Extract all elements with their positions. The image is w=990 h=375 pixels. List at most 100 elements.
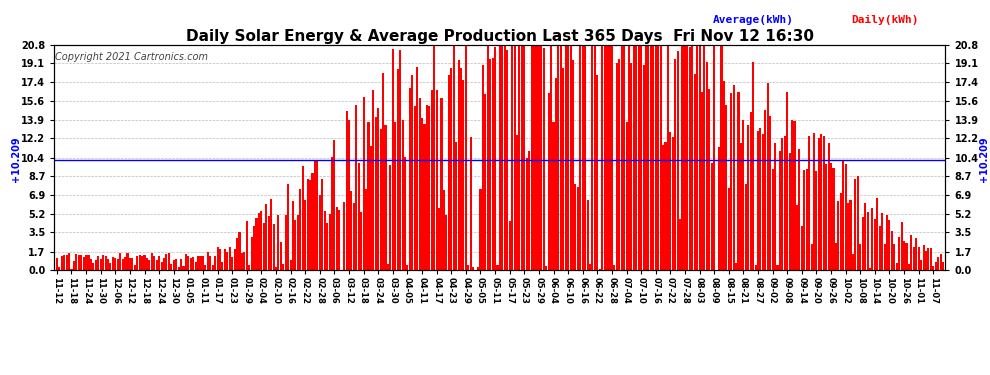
Bar <box>923 245 925 270</box>
Bar <box>496 265 499 270</box>
Bar <box>735 264 738 270</box>
Bar <box>524 44 526 270</box>
Bar <box>407 265 409 270</box>
Bar <box>801 226 803 270</box>
Bar <box>844 164 846 270</box>
Bar <box>177 267 179 270</box>
Bar <box>915 238 918 270</box>
Bar <box>294 220 296 270</box>
Bar <box>835 243 837 270</box>
Bar <box>63 255 65 270</box>
Bar <box>446 214 447 270</box>
Bar <box>928 249 930 270</box>
Bar <box>163 258 165 270</box>
Bar <box>876 198 878 270</box>
Bar <box>182 266 184 270</box>
Bar <box>409 87 411 270</box>
Bar <box>771 169 773 270</box>
Bar <box>643 65 644 270</box>
Bar <box>803 171 805 270</box>
Bar <box>97 256 99 270</box>
Bar <box>684 44 686 270</box>
Bar <box>694 74 696 270</box>
Bar <box>740 143 742 270</box>
Bar <box>774 143 776 270</box>
Bar <box>903 242 905 270</box>
Bar <box>628 44 630 270</box>
Bar <box>825 164 828 270</box>
Bar <box>287 184 289 270</box>
Bar <box>282 264 284 270</box>
Bar <box>854 179 856 270</box>
Bar <box>112 256 114 270</box>
Bar <box>869 268 871 270</box>
Bar <box>762 134 764 270</box>
Bar <box>436 90 438 270</box>
Bar <box>155 260 157 270</box>
Bar <box>389 165 391 270</box>
Bar <box>859 244 861 270</box>
Bar <box>586 201 589 270</box>
Bar <box>606 44 608 270</box>
Bar <box>852 254 854 270</box>
Bar <box>501 44 504 270</box>
Bar <box>357 163 359 270</box>
Bar <box>657 44 659 270</box>
Bar <box>918 247 920 270</box>
Bar <box>728 188 730 270</box>
Bar <box>908 264 910 270</box>
Bar <box>681 44 683 270</box>
Bar <box>289 260 292 270</box>
Bar <box>514 44 516 270</box>
Bar <box>494 47 496 270</box>
Bar <box>686 44 688 270</box>
Bar <box>272 224 274 270</box>
Bar <box>933 266 935 270</box>
Bar <box>667 44 669 270</box>
Bar <box>691 44 693 270</box>
Bar <box>545 267 547 270</box>
Bar <box>457 60 459 270</box>
Bar <box>172 260 175 270</box>
Bar <box>516 135 518 270</box>
Bar <box>579 44 581 270</box>
Bar <box>429 106 431 270</box>
Bar <box>246 221 248 270</box>
Bar <box>793 121 796 270</box>
Bar <box>699 44 701 270</box>
Bar <box>555 78 557 270</box>
Bar <box>314 161 316 270</box>
Bar <box>352 203 355 270</box>
Bar <box>538 44 540 270</box>
Bar <box>119 253 121 270</box>
Bar <box>367 122 369 270</box>
Bar <box>141 256 144 270</box>
Bar <box>331 158 333 270</box>
Bar <box>808 136 810 270</box>
Bar <box>550 44 552 270</box>
Bar <box>764 110 766 270</box>
Bar <box>465 44 467 270</box>
Bar <box>708 89 711 270</box>
Bar <box>906 243 908 270</box>
Bar <box>362 97 364 270</box>
Bar <box>234 249 236 270</box>
Bar <box>626 122 628 270</box>
Bar <box>798 149 801 270</box>
Bar <box>212 265 214 270</box>
Bar <box>828 142 830 270</box>
Bar <box>336 207 338 270</box>
Bar <box>148 260 150 270</box>
Bar <box>604 44 606 270</box>
Bar <box>564 44 566 270</box>
Bar <box>472 267 474 270</box>
Bar <box>114 258 117 270</box>
Bar <box>676 51 679 270</box>
Bar <box>307 179 309 270</box>
Bar <box>441 98 443 270</box>
Bar <box>689 47 691 270</box>
Bar <box>641 44 643 270</box>
Bar <box>893 244 895 270</box>
Bar <box>175 260 177 270</box>
Bar <box>285 215 287 270</box>
